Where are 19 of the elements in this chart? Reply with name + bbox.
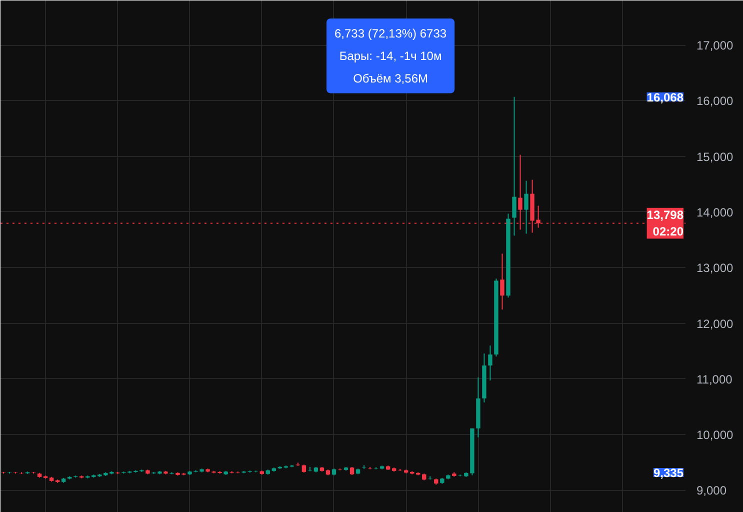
y-tick-label: 9,000 xyxy=(696,484,727,498)
annotation: 6,733 (72,13%) 6733 xyxy=(334,26,447,40)
y-tick-label: 15,000 xyxy=(696,150,734,164)
candlestick xyxy=(488,344,492,381)
y-tick-label: 12,000 xyxy=(696,316,734,331)
annotation: Объём 3,56M xyxy=(353,71,428,86)
y-tick-label: 16,000 xyxy=(696,94,734,108)
annotation: 16,068 xyxy=(646,90,684,104)
y-tick-label: 13,000 xyxy=(696,261,734,276)
candlestick xyxy=(500,253,504,310)
y-tick-label: 14,000 xyxy=(696,205,734,220)
annotation: 9,335 xyxy=(653,466,684,480)
y-tick-label: 10,000 xyxy=(696,428,734,442)
ref-line-label: 13,798 02:20 xyxy=(646,208,684,239)
candlestick xyxy=(512,96,516,236)
annotation: Бары: -14, -1ч 10м xyxy=(339,48,442,63)
y-tick-label: 17,000 xyxy=(696,38,734,53)
candlestick xyxy=(524,180,528,234)
y-tick-label: 11,000 xyxy=(696,372,733,386)
